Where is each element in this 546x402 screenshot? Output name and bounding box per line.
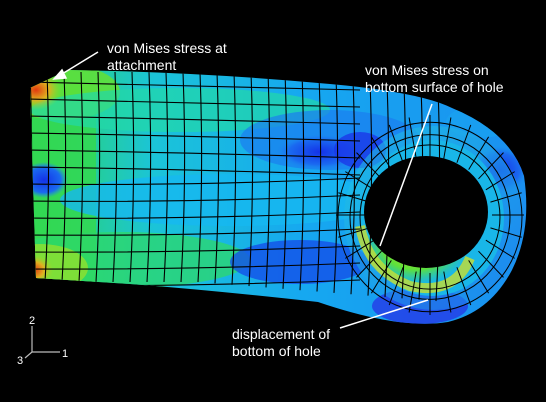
hole-mesh-spoke [388, 267, 404, 306]
hole-mesh-spoke [356, 152, 382, 180]
axis-3-line [24, 351, 33, 359]
mesh-line [146, 71, 152, 283]
hole-surface-label-line2: bottom surface of hole [365, 79, 504, 95]
hole-mesh-spoke [490, 192, 522, 203]
hole-mesh-ring [337, 121, 523, 313]
mesh-line [265, 71, 271, 288]
hole-mesh-spoke [468, 136, 490, 170]
mesh-line [30, 211, 361, 219]
mesh-line [78, 71, 84, 283]
hole-mesh-spoke [485, 239, 515, 259]
hole-mesh-ring [359, 144, 501, 290]
mesh-line [231, 71, 237, 285]
mesh-line [61, 71, 67, 283]
hole-mesh [336, 115, 524, 315]
hole-mesh-spoke [490, 227, 522, 238]
mesh-line [214, 71, 220, 284]
mesh-line [30, 132, 361, 142]
axis-2-label: 2 [29, 315, 35, 327]
hole-mesh-spoke [468, 260, 490, 294]
hole-mesh-spoke [338, 227, 370, 238]
mesh-line [30, 194, 361, 202]
hole-mesh-spoke [370, 136, 392, 170]
hole-mesh-ring [349, 134, 511, 300]
mesh-line [384, 82, 390, 297]
hole-mesh-spoke [345, 239, 375, 259]
hole-mesh-spoke [370, 260, 392, 294]
mesh-line [401, 84, 407, 299]
annotation-arrows [52, 51, 433, 329]
mesh-line [248, 71, 254, 287]
attachment-label-line2: attachment [107, 57, 176, 73]
hole-mesh-spoke [338, 192, 370, 203]
hole-mesh-spoke [456, 267, 472, 306]
mesh-line [30, 166, 361, 176]
hole-mesh-spoke [345, 171, 375, 191]
mesh-line [129, 71, 135, 283]
hole-surface-leader [379, 103, 433, 247]
hole-mesh-spoke [356, 250, 382, 278]
mesh-line [418, 86, 424, 300]
axis-triad [24, 326, 60, 359]
hole-displacement-label-line2: bottom of hole [232, 343, 321, 359]
mesh-line [112, 71, 118, 283]
hole-mesh-spoke [485, 171, 515, 191]
attachment-arrowhead [52, 68, 68, 80]
mesh-line [30, 177, 361, 186]
mesh-line [180, 71, 186, 283]
hole-mesh-spoke [478, 152, 504, 180]
mesh-line [30, 228, 361, 236]
axis-1-label: 1 [62, 348, 68, 360]
mesh-line [197, 71, 203, 283]
mesh-line [30, 115, 361, 125]
hole-displacement-label-line1: displacement of [232, 326, 330, 342]
mesh-line [333, 76, 339, 293]
mesh-line [282, 71, 288, 289]
hole-surface-label-line1: von Mises stress on [365, 62, 489, 78]
axis-3-label: 3 [17, 355, 23, 367]
mesh-line [30, 98, 361, 108]
mesh-line [30, 81, 361, 91]
mesh-grid [30, 71, 441, 302]
mesh-line [95, 71, 101, 283]
hole-mesh-spoke [478, 250, 504, 278]
attachment-leader [61, 51, 99, 75]
mesh-line [30, 245, 361, 253]
mesh-line [44, 71, 50, 283]
hole-mesh-spoke [443, 271, 452, 313]
mesh-line [30, 262, 361, 270]
attachment-label-line1: von Mises stress at [107, 40, 227, 56]
hole-displacement-leader [339, 299, 429, 329]
mesh-line [30, 149, 361, 159]
mesh-line [299, 72, 305, 291]
mesh-line [30, 71, 33, 283]
mesh-line [435, 88, 441, 302]
mesh-line [163, 71, 169, 283]
